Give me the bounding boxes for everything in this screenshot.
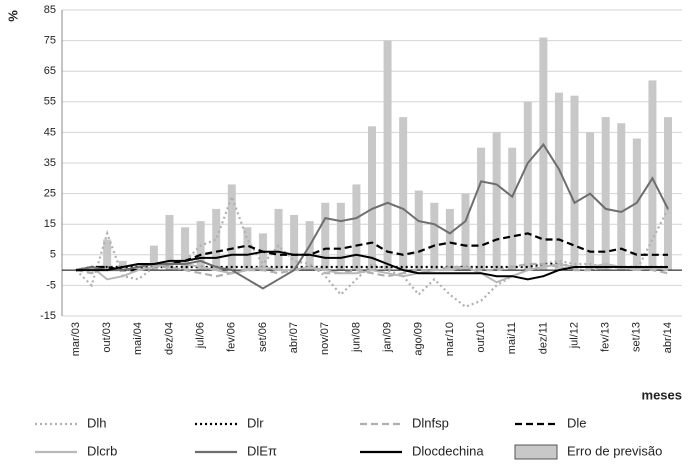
y-tick-label: 35 [44, 157, 56, 169]
line [75, 262, 668, 272]
bar [103, 239, 112, 271]
bar [352, 184, 361, 271]
x-tick-label: dez/11 [537, 322, 549, 354]
bar [617, 123, 626, 271]
bar [227, 184, 236, 271]
legend-label: Dlocdechina [412, 443, 484, 458]
bar [632, 138, 641, 271]
bar [445, 208, 454, 271]
x-tick-label: mar/03 [70, 322, 82, 356]
x-tick-label: out/10 [475, 322, 487, 353]
legend-label: Erro de previsão [567, 443, 662, 458]
x-tick-label: set/06 [257, 322, 269, 352]
bar [523, 101, 532, 271]
x-tick-label: abr/07 [288, 322, 300, 353]
x-tick-label: set/13 [631, 322, 643, 352]
legend-label: Dlcrb [87, 443, 117, 458]
x-tick-label: mar/10 [444, 322, 456, 356]
legend-label: DlEπ [247, 443, 277, 458]
bar [399, 117, 408, 271]
x-tick-label: jan/09 [381, 322, 393, 353]
bar [336, 202, 345, 271]
line [75, 232, 668, 272]
bar [212, 208, 221, 271]
x-tick-label: abr/14 [662, 322, 674, 353]
bar [181, 227, 190, 271]
line [76, 250, 668, 281]
legend-swatch [514, 444, 558, 460]
bar [648, 80, 657, 271]
bar [430, 202, 439, 271]
y-tick-label: -5 [46, 279, 56, 291]
bar [539, 37, 548, 271]
bar [508, 147, 517, 271]
x-tick-label: ago/09 [413, 322, 425, 356]
y-tick-label: 5 [50, 249, 56, 261]
legend-label: Dle [567, 415, 587, 430]
y-tick-label: 65 [44, 65, 56, 77]
bar [321, 202, 330, 271]
x-tick-label: fev/06 [226, 322, 238, 352]
legend-label: Dlh [87, 415, 107, 430]
y-tick-label: 15 [44, 218, 56, 230]
bar [274, 208, 283, 271]
bar [461, 193, 470, 271]
y-axis-label: % [5, 10, 20, 22]
x-axis-label: meses [642, 387, 682, 402]
legend-label: Dlr [247, 415, 264, 430]
bar [570, 95, 579, 271]
x-tick-label: jun/08 [350, 322, 362, 353]
bar [243, 227, 252, 271]
bar [586, 132, 595, 271]
bar [87, 267, 96, 271]
x-tick-label: fev/13 [600, 322, 612, 352]
y-tick-label: 75 [44, 35, 56, 47]
bar [149, 245, 158, 271]
bar [290, 215, 299, 271]
y-tick-label: -15 [40, 310, 56, 322]
x-tick-label: jul/06 [195, 322, 207, 349]
bar [383, 40, 392, 271]
legend-label: Dlnfsp [412, 415, 449, 430]
bar [414, 190, 423, 271]
y-tick-label: 25 [44, 188, 56, 200]
bar [492, 132, 501, 271]
line [75, 142, 669, 290]
y-tick-label: 85 [44, 4, 56, 16]
bar [601, 117, 610, 271]
line [75, 262, 669, 278]
y-tick-label: 45 [44, 126, 56, 138]
bar [664, 117, 672, 271]
bar [118, 260, 127, 271]
x-tick-label: out/03 [101, 322, 113, 353]
bar [165, 215, 174, 271]
bar [477, 147, 486, 271]
x-tick-label: jul/12 [568, 322, 580, 349]
bar [368, 126, 376, 271]
x-tick-label: dez/04 [163, 322, 175, 355]
x-tick-label: nov/07 [319, 322, 331, 355]
y-tick-label: 55 [44, 96, 56, 108]
bar [554, 92, 563, 271]
x-tick-label: mai/04 [132, 322, 144, 355]
x-tick-label: mai/11 [506, 322, 518, 354]
